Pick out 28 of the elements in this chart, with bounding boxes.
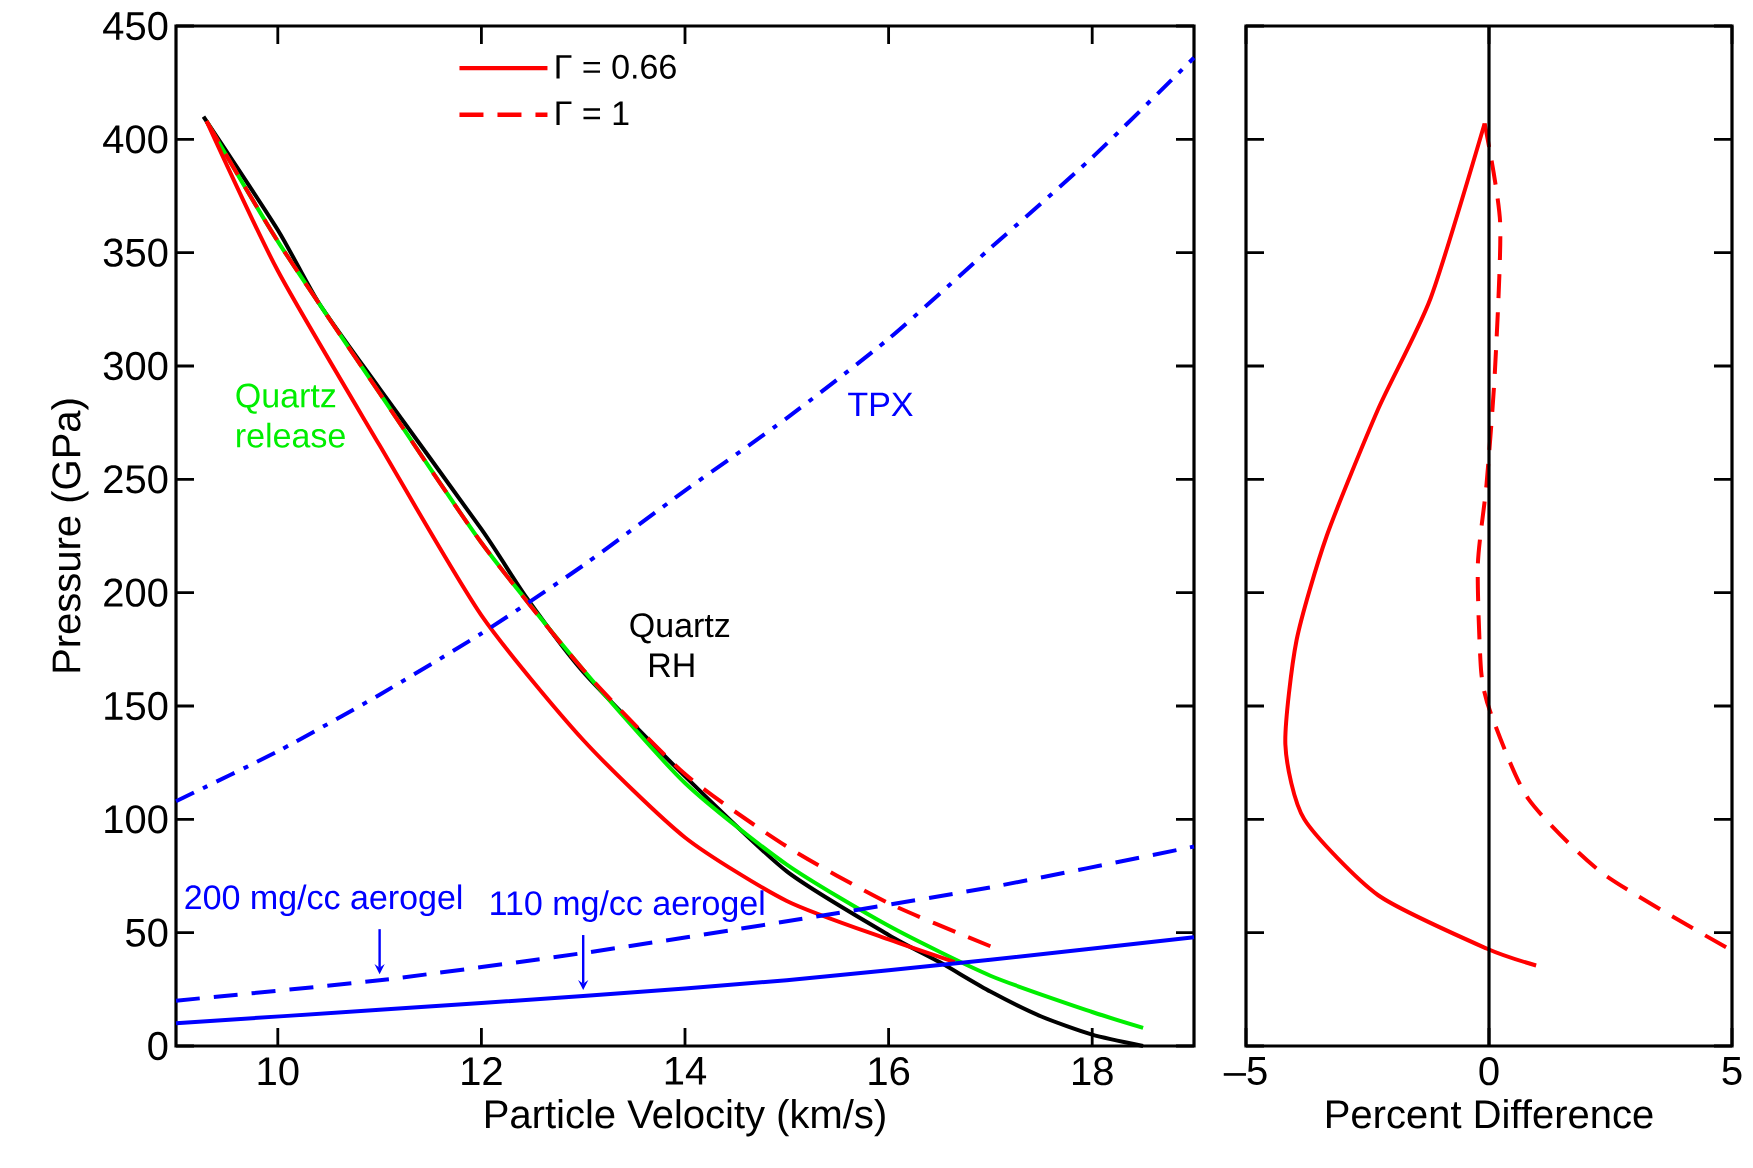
series-label: TPX [848,392,913,417]
x-axis-title: Particle Velocity (km/s) [486,1099,885,1137]
x-tick-label: 12 [462,1057,502,1085]
x-tick-label: 0 [1479,1057,1499,1086]
y-tick-label: 200 [104,578,168,607]
x-axis-title: Percent Difference [1327,1099,1653,1129]
x-tick-label: 10 [258,1057,299,1086]
y-tick-label: 450 [103,11,168,41]
y-tick-label: 350 [103,238,168,267]
series-label: Quartz release [236,383,345,448]
y-tick-label: 150 [105,691,168,721]
x-tick-label: –5 [1223,1057,1267,1085]
x-tick-label: 16 [869,1057,910,1086]
y-axis-title: Pressure (GPa) [51,399,89,672]
legend-label: Γ = 1 [556,101,629,125]
y-tick-label: 100 [105,805,168,834]
y-tick-label: 300 [103,351,168,381]
x-tick-label: 5 [1722,1057,1742,1085]
x-tick-label: 14 [665,1057,707,1085]
series-label: Quartz RH [630,613,730,677]
series-label: 110 mg/cc aerogel [491,890,764,922]
x-tick-label: 18 [1073,1057,1113,1086]
y-tick-label: 50 [126,918,168,947]
series-label: 200 mg/cc aerogel [185,884,462,917]
y-tick-label: 0 [148,1031,168,1061]
y-tick-label: 250 [104,465,168,494]
y-tick-label: 400 [103,125,168,154]
legend-label: Γ = 0.66 [556,54,676,79]
